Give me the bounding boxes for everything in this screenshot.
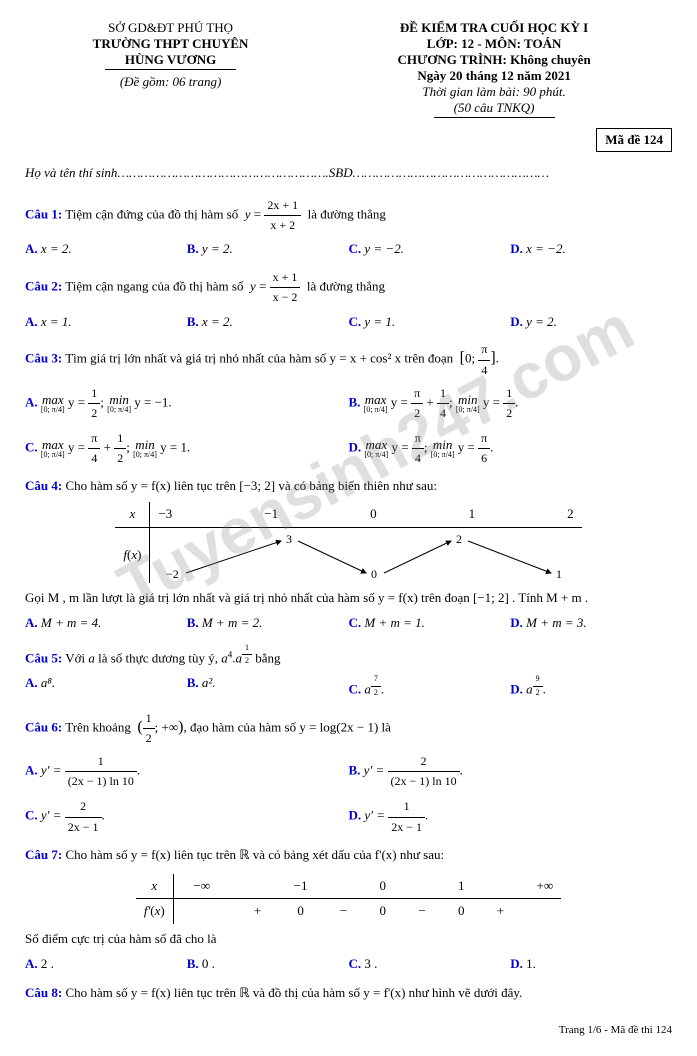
school-1: TRƯỜNG THPT CHUYÊN (25, 36, 316, 52)
q4-arrow-diagram: −2 3 0 2 1 (156, 528, 576, 583)
question-8: Câu 8: Cho hàm số y = f(x) liên tục trên… (25, 983, 672, 1004)
q5-label: Câu 5: (25, 650, 62, 665)
svg-text:−2: −2 (166, 567, 179, 581)
footer: Trang 1/6 - Mã đề thi 124 (25, 1024, 672, 1036)
q3-label: Câu 3: (25, 351, 62, 366)
header-right: ĐỀ KIỂM TRA CUỐI HỌC KỲ I LỚP: 12 - MÔN:… (316, 20, 672, 118)
header: SỞ GD&ĐT PHÚ THỌ TRƯỜNG THPT CHUYÊN HÙNG… (25, 20, 672, 118)
pages-note: (Đề gồm: 06 trang) (25, 74, 316, 90)
question-1: Câu 1: Tiệm cận đứng của đồ thị hàm số y… (25, 196, 672, 260)
question-4: Câu 4: Cho hàm số y = f(x) liên tục trên… (25, 476, 672, 633)
svg-text:2: 2 (456, 532, 462, 546)
question-6: Câu 6: Trên khoảng (12; +∞), đạo hàm của… (25, 709, 672, 837)
duration: Thời gian làm bài: 90 phút. (316, 84, 672, 100)
student-line: Họ và tên thí sinh……………………………………………….SBD… (25, 165, 672, 181)
q6-label: Câu 6: (25, 719, 62, 734)
class-subject: LỚP: 12 - MÔN: TOÁN (316, 36, 672, 52)
program: CHƯƠNG TRÌNH: Không chuyên (316, 52, 672, 68)
question-5: Câu 5: Với a là số thực dương tùy ý, a4.… (25, 642, 672, 701)
svg-text:0: 0 (371, 567, 377, 581)
header-left: SỞ GD&ĐT PHÚ THỌ TRƯỜNG THPT CHUYÊN HÙNG… (25, 20, 316, 118)
q7-label: Câu 7: (25, 847, 62, 862)
q2-label: Câu 2: (25, 279, 62, 294)
q1-label: Câu 1: (25, 207, 62, 222)
q4-variation-table: x −3 −1 0 1 2 f(x) −2 3 0 2 1 (115, 502, 581, 583)
exam-code-box: Mã đề 124 (596, 128, 672, 152)
dept: SỞ GD&ĐT PHÚ THỌ (25, 20, 316, 36)
q8-label: Câu 8: (25, 985, 62, 1000)
question-count: (50 câu TNKQ) (316, 100, 672, 118)
question-2: Câu 2: Tiệm cận ngang của đồ thị hàm số … (25, 268, 672, 332)
exam-title: ĐỀ KIỂM TRA CUỐI HỌC KỲ I (316, 20, 672, 36)
q7-sign-table: x −∞ −1 0 1 +∞ f'(x) + 0 − 0 − 0 + (136, 874, 561, 925)
svg-text:3: 3 (286, 532, 292, 546)
question-7: Câu 7: Cho hàm số y = f(x) liên tục trên… (25, 845, 672, 975)
q4-label: Câu 4: (25, 478, 62, 493)
svg-text:1: 1 (556, 567, 562, 581)
date: Ngày 20 tháng 12 năm 2021 (316, 68, 672, 84)
school-2: HÙNG VƯƠNG (25, 52, 316, 70)
question-3: Câu 3: Tìm giá trị lớn nhất và giá trị n… (25, 340, 672, 468)
